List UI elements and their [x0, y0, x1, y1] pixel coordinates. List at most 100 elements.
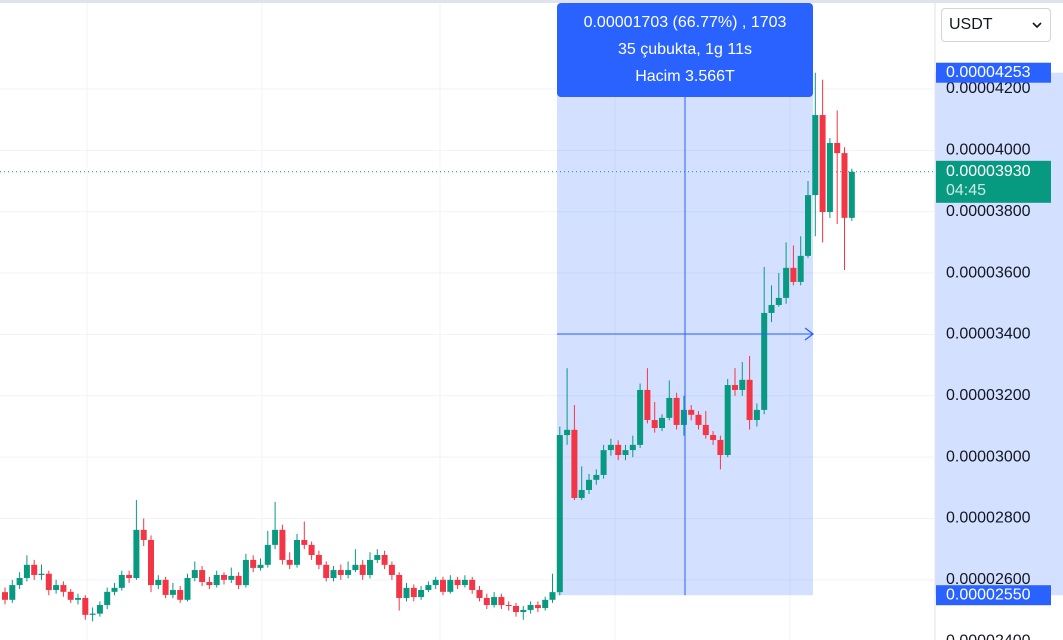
y-tick-label: 0.00002800	[946, 510, 1031, 527]
candle-body	[294, 539, 300, 565]
candle-body	[527, 605, 534, 610]
candle-body	[23, 564, 30, 579]
candle-body	[848, 171, 855, 218]
candle-body	[330, 570, 337, 579]
candle-body	[447, 579, 454, 592]
candle-body	[513, 605, 519, 613]
candle-body	[556, 435, 563, 593]
candle-body	[315, 555, 322, 565]
candle-body	[454, 579, 461, 586]
candle-body	[659, 417, 665, 428]
candle-body	[31, 564, 38, 575]
candle-body	[337, 570, 344, 575]
candle-body	[82, 597, 89, 615]
candle-body	[418, 589, 425, 598]
candle-body	[38, 573, 45, 575]
candle-body	[702, 424, 709, 436]
currency-select[interactable]: USDT	[941, 8, 1051, 42]
candle-body	[228, 575, 235, 580]
price-grid	[0, 88, 935, 581]
candle-body	[753, 409, 760, 421]
currency-label: USDT	[949, 16, 993, 33]
top-border	[0, 0, 1063, 3]
measure-arrowhead	[804, 327, 815, 341]
candle-body	[388, 564, 395, 575]
candle-body	[111, 587, 118, 592]
candle-body	[841, 153, 848, 218]
candle-body	[775, 297, 782, 305]
y-tick-label: 0.00004000	[946, 142, 1031, 159]
candle-body	[673, 397, 680, 425]
candle-body	[126, 574, 133, 579]
candle-body	[381, 555, 388, 565]
candle-body	[177, 589, 184, 600]
candle-body	[45, 573, 52, 590]
candle-body	[403, 587, 410, 598]
candle-body	[155, 579, 162, 586]
candle-body	[637, 389, 644, 445]
candle-body	[191, 570, 198, 579]
candle-body	[826, 142, 833, 213]
last-price-countdown: 04:45	[946, 182, 986, 199]
candle-body	[629, 444, 636, 451]
measure-from-box	[936, 585, 1051, 606]
candle-body	[491, 597, 498, 606]
candle-body	[221, 574, 227, 580]
candle-body	[761, 312, 768, 410]
candle-body	[724, 385, 731, 455]
candle-body	[476, 589, 483, 598]
candle-body	[564, 429, 571, 436]
candle-body	[440, 579, 446, 592]
candle-body	[520, 609, 527, 613]
y-tick-label: 0.00003400	[946, 326, 1031, 343]
candle-body	[345, 570, 352, 575]
candle-body	[410, 587, 417, 598]
candle-body	[593, 474, 600, 480]
candle-body	[469, 579, 476, 590]
candle-body	[651, 420, 658, 428]
candle-body	[60, 585, 67, 592]
candle-body	[790, 267, 797, 282]
measure-to-label: 0.00004253	[946, 64, 1031, 81]
measure-tooltip	[557, 3, 813, 97]
candle-body	[396, 574, 403, 598]
candle-body	[250, 559, 257, 568]
candle-body	[308, 544, 315, 556]
candle-body	[812, 115, 819, 196]
candle-body	[199, 570, 206, 583]
candle-body	[257, 564, 264, 568]
candle-body	[133, 529, 140, 579]
candle-body	[498, 597, 505, 606]
candle-body	[578, 489, 585, 498]
candle-body	[118, 574, 125, 588]
y-tick-label: 0.00004200	[946, 80, 1031, 97]
candle-body	[367, 559, 373, 575]
candle-body	[688, 409, 695, 415]
candle-body	[148, 539, 154, 586]
candle-body	[680, 409, 687, 425]
candle-body	[607, 444, 614, 451]
candle-body	[96, 605, 103, 614]
candle-body	[710, 435, 717, 440]
candle-body	[571, 429, 578, 498]
y-tick-label: 0.00002600	[946, 571, 1031, 588]
candle-body	[600, 450, 607, 475]
candle-body	[586, 479, 592, 490]
candle-body	[242, 559, 249, 586]
candle-body	[374, 555, 381, 560]
last-price-label: 0.00003930	[946, 163, 1031, 180]
candle-body	[505, 605, 512, 607]
candle-body	[805, 195, 811, 256]
last-price-box	[936, 160, 1051, 203]
measure-tooltip-text: 35 çubukta, 1g 11s	[618, 41, 752, 58]
candle-body	[797, 255, 804, 282]
y-tick-label: 0.00003800	[946, 203, 1031, 220]
candle-body	[272, 529, 279, 545]
candle-body	[542, 599, 549, 609]
candle-body	[286, 559, 293, 565]
measure-from-label: 0.00002550	[946, 586, 1031, 603]
candle-body	[67, 591, 74, 600]
candle-body	[162, 579, 169, 595]
chevron-icon	[1032, 22, 1042, 29]
candle-body	[169, 589, 176, 595]
